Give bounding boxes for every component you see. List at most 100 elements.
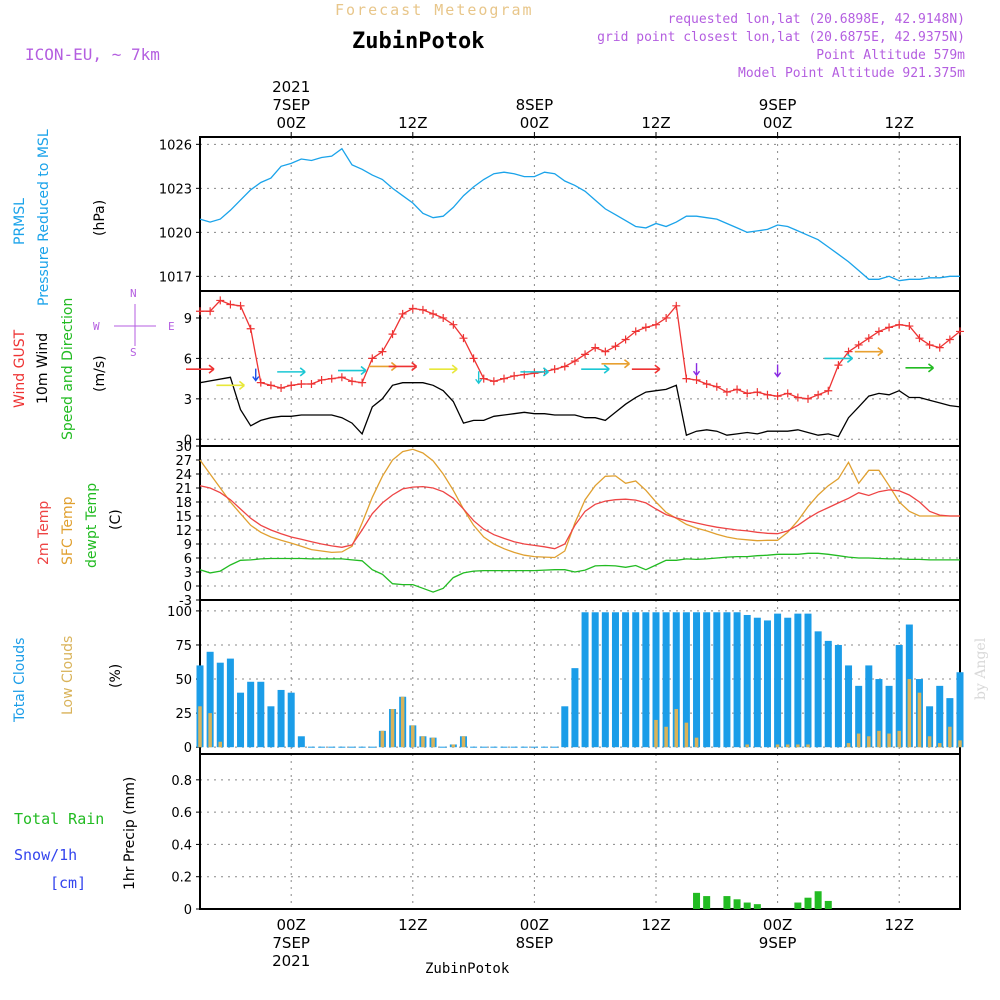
- gust-marker: [773, 392, 782, 401]
- time-tick-top: 00Z: [277, 114, 306, 132]
- gust-marker: [246, 324, 255, 333]
- y-tick-label: 6: [184, 552, 192, 567]
- wind-direction-barb: [581, 364, 610, 374]
- label-precip-axis: 1hr Precip (mm): [122, 777, 138, 890]
- low-cloud-bar: [785, 744, 790, 748]
- wind-direction-barb: [388, 361, 418, 372]
- low-cloud-bar: [411, 725, 415, 748]
- label-pressure-msl: Pressure Reduced to MSL: [36, 129, 52, 306]
- gust-marker: [287, 381, 296, 390]
- label-total-rain: Total Rain: [14, 810, 104, 828]
- wind-direction-barb: [824, 353, 853, 364]
- total-cloud-bar: [257, 681, 265, 748]
- gust-marker: [682, 374, 691, 383]
- label-snow: Snow/1h: [14, 846, 77, 864]
- gust-marker: [641, 323, 650, 332]
- gust-marker: [804, 394, 812, 403]
- gust-marker: [864, 334, 873, 343]
- compass-w: W: [93, 320, 100, 333]
- total-cloud-bar: [267, 706, 275, 748]
- gust-marker: [692, 375, 701, 384]
- rain-bar: [743, 902, 751, 909]
- total-cloud-bar: [763, 620, 771, 748]
- gust-marker: [712, 382, 721, 391]
- plot-layer: 10171020102310260369-3036912151821242730…: [159, 78, 964, 970]
- day-label-bottom: 9SEP: [759, 934, 797, 952]
- low-cloud-bar: [451, 744, 456, 748]
- total-cloud-bar: [804, 613, 812, 748]
- gust-marker: [459, 334, 468, 343]
- y-tick-label: 100: [167, 605, 192, 620]
- gust-marker: [722, 388, 731, 397]
- gust-marker: [611, 342, 620, 351]
- rain-bar: [723, 896, 731, 909]
- y-tick-label: 1023: [159, 182, 192, 197]
- total-cloud-bar: [287, 692, 295, 748]
- gust-marker: [672, 301, 681, 310]
- gust-marker: [854, 340, 863, 349]
- y-tick-label: 25: [175, 707, 192, 722]
- low-cloud-bar: [654, 719, 658, 748]
- total-cloud-bar: [703, 612, 711, 748]
- gust-marker: [337, 373, 346, 382]
- y-tick-label: 18: [175, 496, 192, 511]
- footer-location: ZubinPotok: [425, 961, 510, 977]
- gust-marker: [956, 327, 964, 336]
- y-tick-label: 1017: [159, 270, 192, 285]
- low-cloud-bar: [856, 733, 861, 748]
- gust-marker: [307, 380, 316, 388]
- gust-marker: [368, 354, 377, 363]
- rain-bar: [794, 902, 802, 909]
- rain-bar: [753, 904, 761, 909]
- y-tick-label: 0.2: [171, 871, 192, 886]
- low-cloud-bar: [796, 744, 800, 748]
- gust-marker: [915, 334, 924, 343]
- label-hpa: (hPa): [92, 200, 108, 236]
- rain-bar: [693, 892, 701, 909]
- rain-bar: [824, 900, 832, 909]
- gust-marker: [570, 357, 579, 366]
- total-cloud-bar: [632, 612, 640, 748]
- total-cloud-bar: [713, 612, 721, 748]
- gust-marker: [793, 393, 802, 402]
- year-label-bottom: 2021: [272, 952, 310, 970]
- total-cloud-bar: [885, 685, 893, 748]
- gust-marker: [905, 322, 914, 331]
- low-cloud-bar: [208, 713, 212, 748]
- low-cloud-bar: [400, 696, 405, 748]
- gust-marker: [418, 305, 427, 314]
- location-title: ZubinPotok: [352, 29, 484, 54]
- low-cloud-bar: [694, 737, 699, 748]
- y-tick-label: 75: [175, 639, 192, 654]
- wind-direction-barb: [601, 359, 630, 369]
- low-cloud-bar: [867, 736, 871, 748]
- total-cloud-bar: [824, 640, 832, 748]
- low-cloud-bar: [927, 736, 932, 748]
- low-cloud-bar: [806, 744, 810, 748]
- low-cloud-bar: [198, 706, 202, 748]
- total-cloud-bar: [216, 662, 224, 748]
- day-label-top: 8SEP: [516, 96, 554, 114]
- gust-marker: [783, 389, 792, 398]
- day-label-top: 9SEP: [759, 96, 797, 114]
- gust-marker: [358, 378, 367, 387]
- y-tick-label: 3: [184, 393, 192, 408]
- gust-marker: [398, 309, 407, 318]
- low-cloud-bar: [461, 736, 466, 748]
- low-cloud-bar: [421, 736, 425, 748]
- total-cloud-bar: [611, 612, 619, 748]
- total-cloud-bar: [895, 644, 903, 748]
- wind-direction-barb: [631, 364, 661, 374]
- year-label-top: 2021: [272, 78, 310, 96]
- wind-direction-barb: [905, 363, 934, 373]
- gust-marker: [935, 343, 944, 352]
- gust-line: [200, 299, 961, 400]
- gust-marker: [530, 369, 539, 378]
- rain-bar: [733, 899, 741, 909]
- label-ms: (m/s): [92, 355, 108, 392]
- low-cloud-bar: [664, 726, 668, 748]
- label-dewpt-temp: dewpt Temp: [84, 483, 100, 568]
- low-cloud-bar: [958, 740, 962, 748]
- total-cloud-bar: [723, 612, 731, 748]
- total-cloud-bar: [814, 631, 822, 748]
